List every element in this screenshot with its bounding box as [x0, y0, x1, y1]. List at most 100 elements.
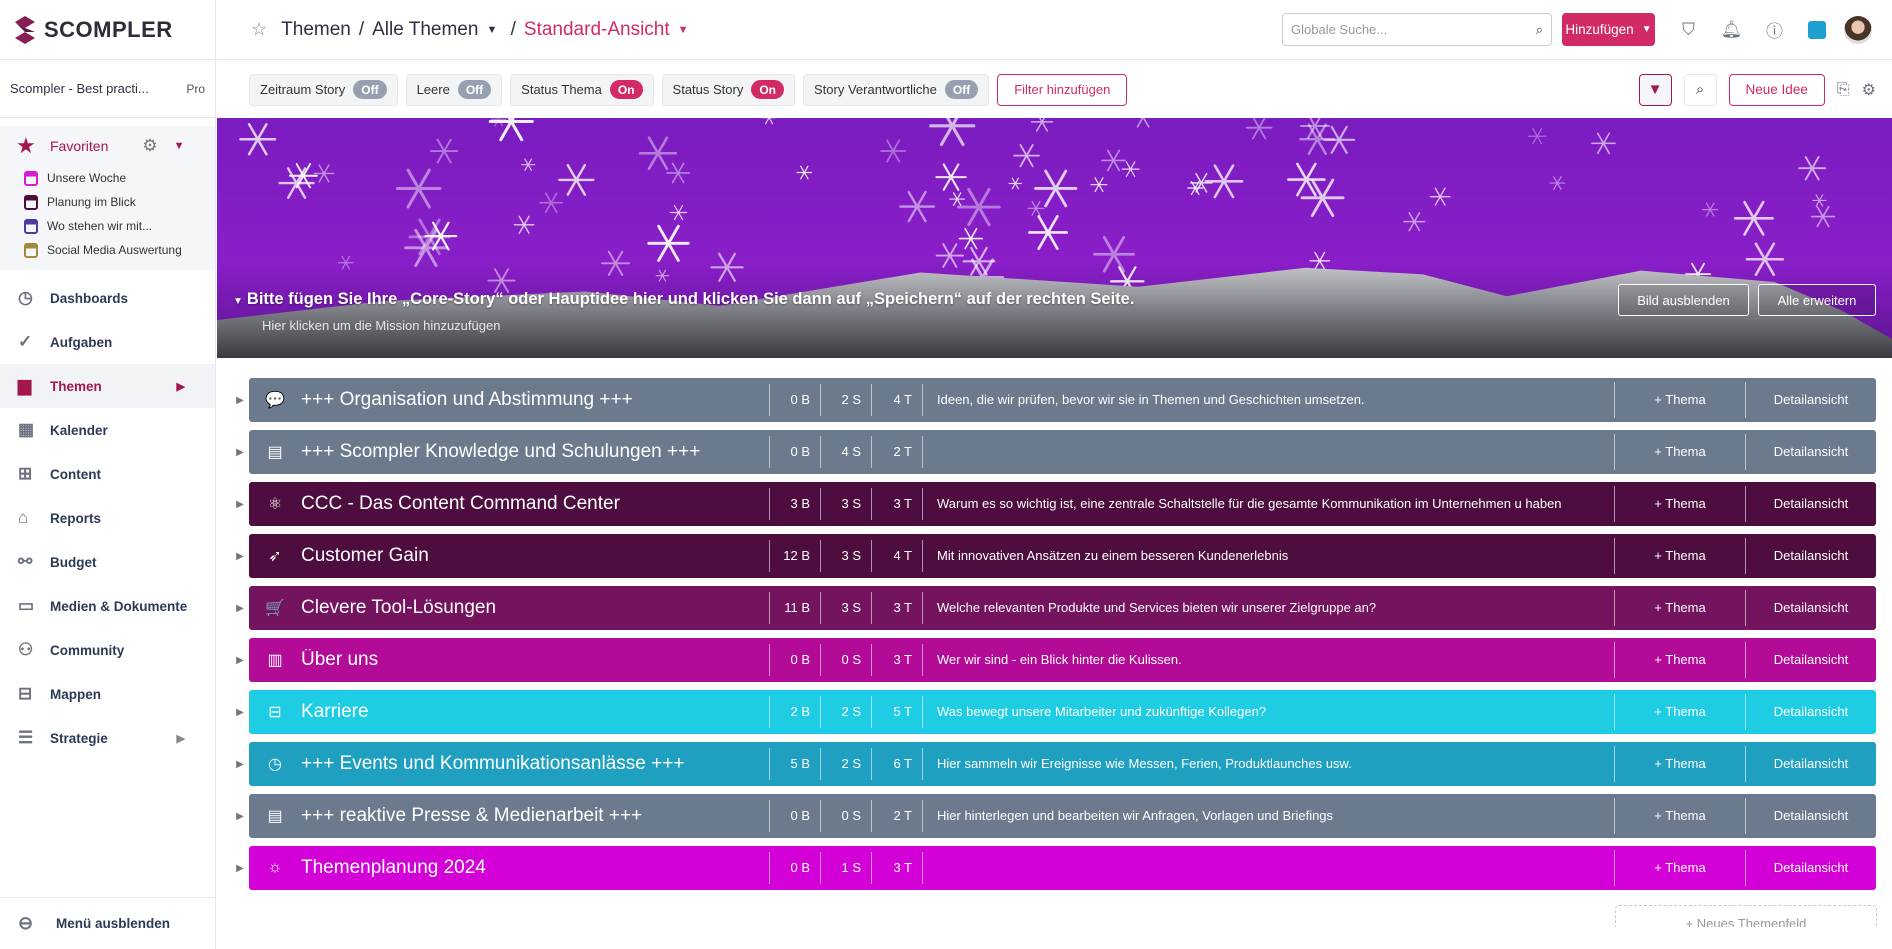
detail-view-button[interactable]: Detailansicht — [1745, 694, 1876, 730]
import-file-icon[interactable]: ⎘ — [1836, 80, 1850, 98]
add-mission-link[interactable]: Hier klicken um die Mission hinzuzufügen — [262, 318, 501, 333]
add-topic-button[interactable]: + Thema — [1614, 382, 1745, 418]
caret-down-icon[interactable]: ▼ — [486, 23, 498, 36]
breadcrumb-themen[interactable]: Themen — [281, 18, 351, 40]
detail-view-button[interactable]: Detailansicht — [1745, 746, 1876, 782]
info-icon[interactable]: ⓘ — [1766, 22, 1783, 41]
intercom-icon[interactable] — [1808, 20, 1826, 39]
caret-right-icon[interactable]: ▶ — [236, 654, 244, 666]
favorite-item[interactable]: Wo stehen wir mit... — [0, 214, 215, 238]
filter-toggle[interactable]: Off — [457, 80, 492, 99]
caret-right-icon[interactable]: ▶ — [236, 602, 244, 614]
detail-view-button[interactable]: Detailansicht — [1745, 642, 1876, 678]
add-topic-button[interactable]: + Thema — [1614, 486, 1745, 522]
filter-chip[interactable]: Zeitraum Story Off — [249, 73, 398, 106]
core-story-title[interactable]: ▼ Bitte fügen Sie Ihre „Core-Story“ oder … — [233, 290, 1134, 309]
caret-right-icon[interactable]: ▶ — [236, 446, 244, 458]
bell-icon[interactable]: 🔔︎ — [1720, 19, 1743, 39]
favorite-item[interactable]: Unsere Woche — [0, 166, 215, 190]
sidebar-item-mappen[interactable]: ⊟ Mappen — [0, 672, 215, 716]
topic-field-bar[interactable]: ◷ +++ Events und Kommunikationsanlässe ++… — [249, 742, 1876, 786]
breadcrumb-current-view[interactable]: Standard-Ansicht — [523, 18, 670, 40]
hide-menu-button[interactable]: ⊖ Menü ausblenden — [0, 897, 215, 949]
topic-field-name[interactable]: +++ Organisation und Abstimmung +++ — [301, 389, 633, 410]
add-topic-button[interactable]: + Thema — [1614, 746, 1745, 782]
add-topic-button[interactable]: + Thema — [1614, 850, 1745, 886]
detail-view-button[interactable]: Detailansicht — [1745, 850, 1876, 886]
filter-chip[interactable]: Status Story On — [661, 73, 796, 106]
sidebar-item-aufgaben[interactable]: ✓ Aufgaben — [0, 320, 215, 364]
caret-right-icon[interactable]: ▶ — [236, 862, 244, 874]
topic-field-bar[interactable]: ▤ +++ Scompler Knowledge und Schulungen +… — [249, 430, 1876, 474]
sidebar-item-content[interactable]: ⊞ Content — [0, 452, 215, 496]
global-search-input[interactable]: Globale Suche... ⌕ — [1282, 13, 1552, 46]
topic-field-name[interactable]: Über uns — [301, 649, 379, 670]
favorite-item[interactable]: Planung im Blick — [0, 190, 215, 214]
filter-chip[interactable]: Story Verantwortliche Off — [803, 73, 990, 106]
detail-view-button[interactable]: Detailansicht — [1745, 434, 1876, 470]
add-filter-button[interactable]: Filter hinzufügen — [997, 73, 1128, 106]
topic-field-name[interactable]: Clevere Tool-Lösungen — [301, 597, 497, 618]
sidebar-item-budget[interactable]: ⚯ Budget — [0, 540, 215, 584]
new-idea-button[interactable]: Neue Idee — [1728, 73, 1825, 106]
filter-toggle[interactable]: Off — [353, 80, 387, 99]
avatar[interactable] — [1844, 15, 1872, 44]
favorite-item[interactable]: Social Media Auswertung — [0, 238, 215, 262]
reader-book-icon[interactable]: ⛉ — [1682, 19, 1695, 39]
logo[interactable]: SCOMPLER — [0, 0, 215, 60]
workspace-selector[interactable]: Scompler - Best practi... Pro — [0, 60, 215, 118]
topic-field-name[interactable]: +++ reaktive Presse & Medienarbeit +++ — [301, 805, 643, 826]
topic-field-name[interactable]: +++ Events und Kommunikationsanlässe +++ — [301, 753, 685, 774]
star-outline-icon[interactable]: ☆ — [251, 19, 268, 39]
filter-toggle[interactable]: On — [751, 80, 785, 99]
favorites-header[interactable]: ★ Favoriten ⚙ ▼ — [0, 126, 215, 166]
topic-field-name[interactable]: CCC - Das Content Command Center — [301, 493, 620, 514]
sidebar-item-dashboards[interactable]: ◷ Dashboards — [0, 276, 215, 320]
filter-chip[interactable]: Leere Off — [405, 73, 503, 106]
detail-view-button[interactable]: Detailansicht — [1745, 382, 1876, 418]
sidebar-item-reports[interactable]: ⌂ Reports — [0, 496, 215, 540]
detail-view-button[interactable]: Detailansicht — [1745, 798, 1876, 834]
sidebar-item-kalender[interactable]: ▦ Kalender — [0, 408, 215, 452]
search-button[interactable]: ⌕ — [1683, 73, 1717, 106]
caret-right-icon[interactable]: ▶ — [236, 810, 244, 822]
filter-toggle-button[interactable]: ▼ — [1638, 73, 1672, 106]
caret-right-icon[interactable]: ▶ — [236, 758, 244, 770]
caret-right-icon[interactable]: ▶ — [236, 550, 244, 562]
add-topic-button[interactable]: + Thema — [1614, 798, 1745, 834]
topic-field-bar[interactable]: ▤ +++ reaktive Presse & Medienarbeit +++ 0… — [249, 794, 1876, 838]
filter-toggle[interactable]: On — [609, 80, 643, 99]
caret-down-icon[interactable]: ▼ — [677, 23, 689, 36]
caret-down-icon[interactable]: ▼ — [173, 140, 185, 152]
topic-field-name[interactable]: Karriere — [301, 701, 369, 722]
topic-field-name[interactable]: +++ Scompler Knowledge und Schulungen ++… — [301, 441, 701, 462]
detail-view-button[interactable]: Detailansicht — [1745, 590, 1876, 626]
topic-field-name[interactable]: Themenplanung 2024 — [301, 857, 486, 878]
add-topic-button[interactable]: + Thema — [1614, 538, 1745, 574]
sidebar-item-medien[interactable]: ▭ Medien & Dokumente — [0, 584, 215, 628]
filter-chip[interactable]: Status Thema On — [510, 73, 654, 106]
add-topic-button[interactable]: + Thema — [1614, 434, 1745, 470]
sidebar-item-themen[interactable]: ▆ Themen ▶ — [0, 364, 215, 408]
sidebar-item-strategie[interactable]: ☰ Strategie ▶ — [0, 716, 215, 760]
add-topic-button[interactable]: + Thema — [1614, 590, 1745, 626]
new-topic-field-button[interactable]: + Neues Themenfeld — [1615, 905, 1877, 927]
caret-right-icon[interactable]: ▶ — [236, 498, 244, 510]
gear-icon[interactable]: ⚙ — [142, 136, 158, 155]
topic-field-name[interactable]: Customer Gain — [301, 545, 429, 566]
detail-view-button[interactable]: Detailansicht — [1745, 486, 1876, 522]
caret-down-icon[interactable]: ▼ — [233, 296, 243, 307]
add-button[interactable]: Hinzufügen ▼ — [1562, 13, 1655, 46]
breadcrumb-alle-themen[interactable]: Alle Themen — [372, 18, 479, 40]
detail-view-button[interactable]: Detailansicht — [1745, 538, 1876, 574]
filter-toggle[interactable]: Off — [944, 80, 979, 99]
add-topic-button[interactable]: + Thema — [1614, 642, 1745, 678]
gear-icon[interactable]: ⚙ — [1861, 81, 1876, 99]
